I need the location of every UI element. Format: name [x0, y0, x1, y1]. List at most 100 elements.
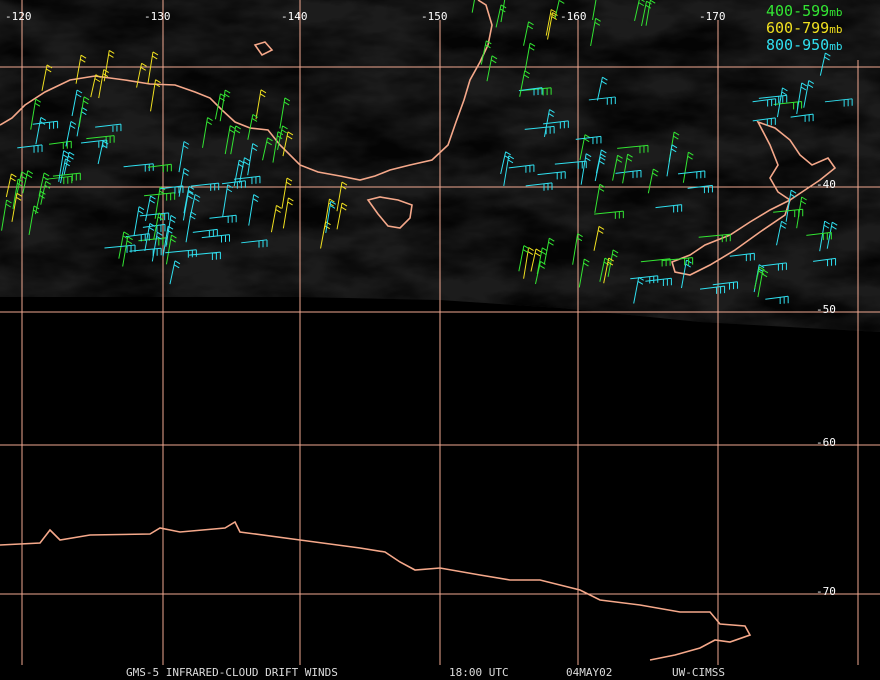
wind-barb — [95, 123, 122, 132]
wind-barbs — [1, 0, 853, 305]
footer-source: UW-CIMSS — [672, 666, 725, 679]
wind-barb — [17, 144, 43, 153]
wind-barb — [125, 233, 150, 242]
wind-barb — [776, 220, 787, 246]
wind-barb — [580, 153, 592, 185]
wind-barb — [682, 151, 694, 183]
wind-barb — [641, 0, 652, 27]
wind-barb — [52, 172, 81, 181]
wind-barb — [282, 131, 294, 157]
wind-barb — [773, 208, 804, 218]
wind-barb — [594, 183, 606, 213]
wind-barb — [80, 139, 108, 148]
wind-barb — [262, 137, 273, 161]
wind-barb — [201, 234, 230, 243]
legend-entry: 400-599mb — [766, 2, 842, 20]
wind-barb — [90, 74, 102, 98]
wind-barb — [325, 200, 337, 233]
wind-barb — [185, 211, 197, 243]
wind-barb — [35, 117, 47, 145]
antarctica-coast — [0, 520, 752, 661]
wind-barb — [45, 175, 73, 185]
nz-south-coast — [671, 198, 792, 276]
wind-barb — [255, 89, 267, 120]
wind-barb — [645, 0, 656, 26]
wind-barb — [806, 231, 832, 241]
wind-barb — [543, 120, 569, 129]
wind-barb — [655, 204, 683, 213]
wind-barb — [123, 163, 154, 172]
latitude-label: -50 — [816, 303, 836, 316]
wind-barb — [594, 210, 624, 219]
wind-barb — [5, 173, 17, 198]
latitude-label: -40 — [816, 178, 836, 191]
longitude-label: -160 — [560, 10, 587, 23]
bass-island — [253, 41, 274, 57]
wind-barb — [634, 0, 645, 21]
wind-barb — [547, 12, 558, 40]
wind-barb — [596, 76, 608, 101]
legend-range: 600-799 — [766, 19, 829, 37]
wind-barb — [230, 125, 241, 155]
wind-barb — [272, 131, 284, 163]
wind-barb — [617, 144, 649, 154]
wind-barb — [524, 42, 536, 72]
wind-barb — [790, 113, 814, 122]
wind-barb — [11, 192, 23, 222]
wind-barb — [590, 17, 601, 47]
wind-barb — [593, 225, 605, 251]
wind-barb — [612, 154, 623, 181]
wind-barb — [209, 214, 237, 224]
wind-barb — [508, 164, 535, 173]
wind-barb — [599, 257, 611, 282]
wind-barb — [190, 182, 220, 191]
wind-barb — [32, 120, 59, 130]
wind-barb — [785, 189, 797, 222]
latitude-labels: -40 -50 -60 -70 — [816, 178, 836, 598]
wind-barb — [757, 269, 769, 298]
wind-barb — [103, 50, 115, 82]
wind-barb — [145, 195, 156, 221]
wind-barb — [136, 62, 147, 88]
wind-barb — [666, 144, 678, 177]
wind-barb — [813, 257, 837, 267]
wind-barb — [500, 151, 511, 175]
wind-barb — [247, 114, 259, 140]
footer-date: 04MAY02 — [566, 666, 612, 679]
wind-barb — [536, 247, 548, 275]
wind-barb — [1, 199, 12, 231]
wind-barb — [752, 117, 776, 126]
legend-unit: mb — [829, 40, 842, 53]
wind-barb — [222, 184, 233, 217]
wind-barb — [773, 101, 803, 110]
wind-barb — [752, 98, 777, 107]
wind-barb — [699, 285, 726, 294]
legend-range: 800-950 — [766, 36, 829, 54]
footer: GMS-5 INFRARED-CLOUD DRIFT WINDS 18:00 U… — [126, 666, 725, 679]
wind-barb — [615, 169, 642, 179]
wind-barb — [165, 249, 197, 258]
wind-barb — [147, 163, 172, 173]
longitude-label: -170 — [699, 10, 726, 23]
wind-barb — [523, 21, 534, 46]
wind-barb — [630, 275, 659, 284]
wind-barb — [543, 237, 555, 265]
wind-barb — [323, 198, 335, 230]
wind-barb — [645, 277, 672, 287]
wind-barb — [677, 170, 706, 179]
wind-barb — [698, 233, 731, 243]
wind-barb — [662, 257, 694, 266]
wind-barb — [221, 180, 246, 189]
wind-barb — [129, 247, 162, 257]
wind-barb — [151, 231, 163, 262]
wind-barb — [824, 98, 853, 107]
longitude-label: -140 — [281, 10, 308, 23]
wind-barb — [819, 220, 830, 252]
wind-barb — [169, 260, 181, 285]
wind-barb — [640, 258, 671, 267]
longitude-labels: -120 -130 -140 -150 -160 -170 — [5, 10, 726, 23]
wind-barb — [153, 212, 165, 240]
wind-barb — [803, 80, 815, 108]
wind-barb — [202, 117, 213, 148]
